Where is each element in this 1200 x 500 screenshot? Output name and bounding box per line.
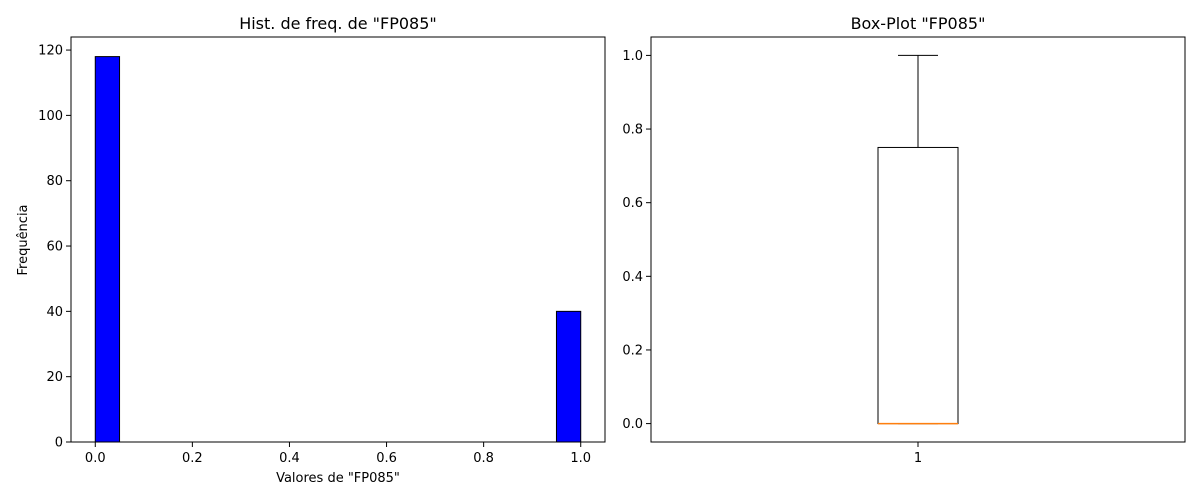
boxplot-title: Box-Plot "FP085" xyxy=(851,14,986,33)
histogram-title: Hist. de freq. de "FP085" xyxy=(239,14,437,33)
boxplot-y-tick-label: 0.2 xyxy=(622,343,643,358)
histogram-x-tick-label: 0.8 xyxy=(473,451,494,466)
boxplot-panel: Box-Plot "FP085" 1 0.0 0.2 0.4 0.6 0.8 1.0 xyxy=(622,14,1186,466)
boxplot-y-tick-label: 0.4 xyxy=(622,270,643,285)
histogram-bar xyxy=(555,310,582,443)
histogram-x-ticks: 0.0 0.2 0.4 0.6 0.8 1.0 xyxy=(85,442,591,466)
boxplot-y-tick-label: 0.0 xyxy=(622,417,643,432)
histogram-x-tick-label: 0.6 xyxy=(376,451,397,466)
boxplot-y-tick-label: 0.6 xyxy=(622,196,643,211)
histogram-y-tick-label: 40 xyxy=(46,305,63,320)
histogram-x-tick-label: 0.4 xyxy=(279,451,300,466)
histogram-y-tick-label: 20 xyxy=(46,370,63,385)
boxplot-axes-frame xyxy=(650,36,1186,443)
histogram-axes-frame xyxy=(70,36,606,443)
boxplot-x-tick-label: 1 xyxy=(914,451,922,466)
histogram-y-tick-label: 80 xyxy=(46,174,63,189)
boxplot-y-tick-label: 1.0 xyxy=(622,49,643,64)
boxplot-y-tick-label: 0.8 xyxy=(622,123,643,138)
histogram-panel: Hist. de freq. de "FP085" 0.0 0.2 0.4 0.6 0.… xyxy=(16,14,606,486)
boxplot-y-ticks: 0.0 0.2 0.4 0.6 0.8 1.0 xyxy=(622,49,651,432)
histogram-y-tick-label: 60 xyxy=(46,240,63,255)
boxplot-box xyxy=(877,146,959,425)
histogram-y-tick-label: 0 xyxy=(55,436,63,451)
histogram-x-tick-label: 1.0 xyxy=(570,451,591,466)
histogram-bars xyxy=(94,56,582,443)
histogram-y-tick-label: 100 xyxy=(38,109,63,124)
histogram-x-tick-label: 0.0 xyxy=(85,451,106,466)
histogram-x-label: Valores de "FP085" xyxy=(276,471,400,486)
histogram-x-tick-label: 0.2 xyxy=(182,451,203,466)
histogram-bar xyxy=(94,56,121,443)
boxplot-x-ticks: 1 xyxy=(914,442,922,466)
histogram-y-label: Frequência xyxy=(16,204,31,275)
histogram-y-ticks: 0 20 40 60 80 100 120 xyxy=(38,44,71,451)
boxplot-elements xyxy=(877,54,959,425)
histogram-y-tick-label: 120 xyxy=(38,44,63,59)
